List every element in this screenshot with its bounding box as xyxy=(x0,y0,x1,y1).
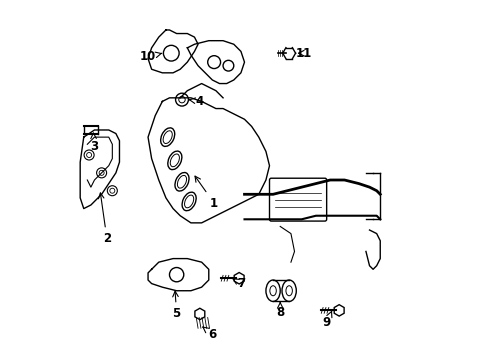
Text: 6: 6 xyxy=(203,327,216,341)
Text: 9: 9 xyxy=(322,311,331,329)
Text: 4: 4 xyxy=(189,95,203,108)
Text: 7: 7 xyxy=(233,277,244,290)
Text: 10: 10 xyxy=(140,50,162,63)
Text: 11: 11 xyxy=(295,47,311,60)
Text: 8: 8 xyxy=(276,302,284,319)
Text: 3: 3 xyxy=(89,133,98,153)
Text: 2: 2 xyxy=(98,193,111,246)
Text: 5: 5 xyxy=(172,291,181,320)
Text: 1: 1 xyxy=(195,176,218,210)
